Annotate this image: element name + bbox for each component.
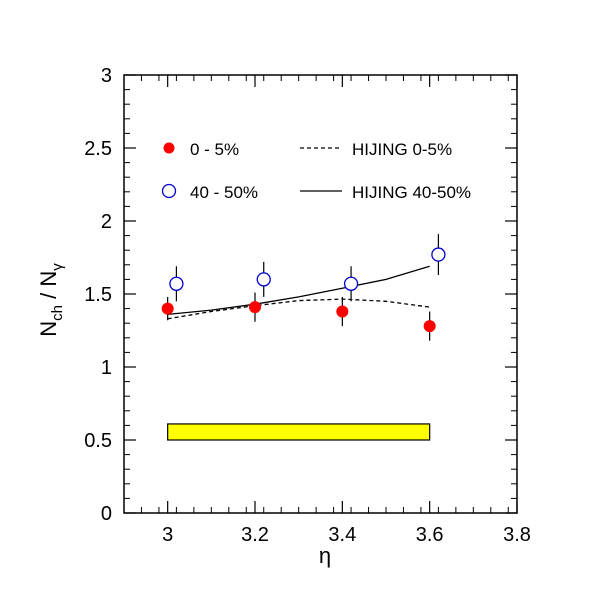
axes-layer: 3 3.2 3.4 3.6 3.8 0 0.5 1 1.5 2 2.5 3 — [84, 65, 531, 546]
x-tick-label: 3 — [162, 524, 173, 546]
data-point-central — [249, 301, 261, 314]
legend-label-hijing-peripheral: HIJING 40-50% — [352, 183, 471, 202]
legend-label-peripheral: 40 - 50% — [190, 183, 258, 202]
y-tick-label: 3 — [101, 65, 112, 87]
y-tick-label: 0 — [101, 503, 112, 525]
x-tick-label: 3.2 — [241, 524, 269, 546]
legend-marker-peripheral — [161, 183, 177, 199]
systematic-band — [167, 423, 431, 441]
data-point-central — [423, 320, 436, 333]
x-tick-label: 3.4 — [328, 524, 356, 546]
data-point-peripheral — [169, 276, 184, 291]
y-tick-label: 2 — [101, 211, 112, 233]
legend-marker-central — [163, 142, 175, 154]
hijing-peripheral-curve — [167, 265, 430, 316]
x-tick-label: 3.6 — [416, 524, 444, 546]
legend-label-hijing-central: HIJING 0-5% — [352, 140, 452, 159]
hijing-central-curve — [167, 298, 430, 320]
y-axis-label-sep: / N — [36, 271, 61, 305]
model-curves-layer — [167, 265, 430, 320]
y-tick-label: 1 — [101, 357, 112, 379]
data-point-peripheral — [343, 276, 359, 291]
legend-label-central: 0 - 5% — [190, 140, 239, 159]
y-tick-label: 2.5 — [84, 138, 112, 160]
legend: 0 - 5% 40 - 50% HIJING 0-5% HIJING 40-50… — [161, 140, 471, 202]
y-tick-label: 1.5 — [84, 284, 112, 306]
y-axis-label-sub1: ch — [49, 305, 66, 321]
data-point-peripheral — [431, 247, 446, 262]
data-point-peripheral — [256, 272, 271, 287]
y-tick-label: 0.5 — [84, 430, 112, 452]
data-points-layer — [161, 234, 446, 341]
y-axis-label-sub2: γ — [49, 263, 66, 271]
y-axis-label-main: N — [36, 321, 61, 337]
y-axis-label: Nch / Nγ — [36, 263, 66, 337]
x-axis-label: η — [319, 543, 331, 568]
plot-frame — [123, 74, 518, 514]
data-point-central — [161, 302, 174, 315]
x-tick-label: 3.8 — [503, 524, 531, 546]
data-point-central — [336, 305, 349, 318]
systematic-band-layer — [167, 423, 431, 441]
